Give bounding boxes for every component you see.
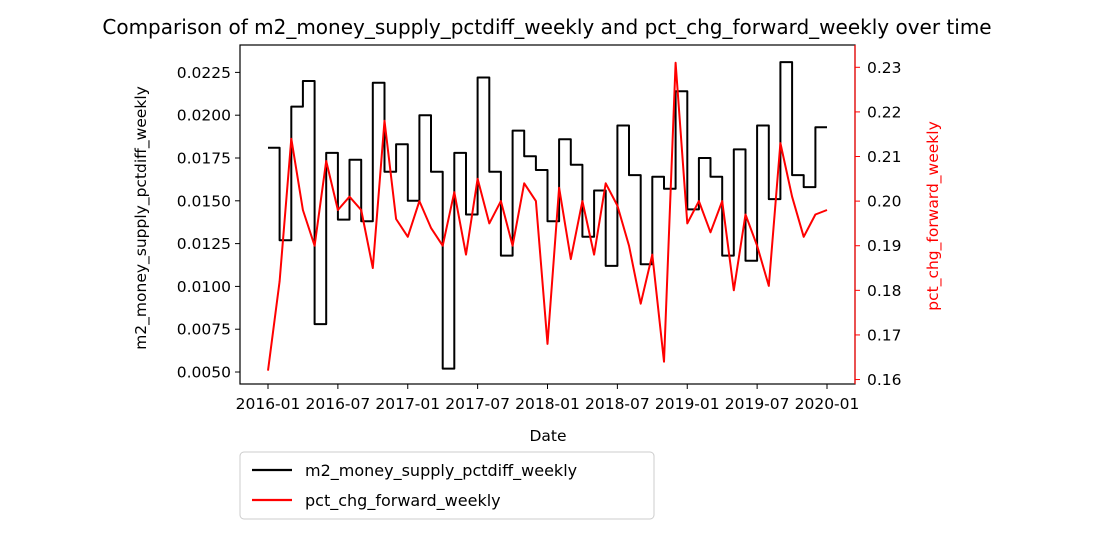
left-y-tick-label: 0.0200 <box>177 107 231 125</box>
x-tick-label: 2017-07 <box>445 395 510 413</box>
m2-series-line <box>268 61 827 370</box>
right-y-tick-label: 0.20 <box>867 193 902 211</box>
left-y-tick-label: 0.0175 <box>177 150 231 168</box>
left-y-axis-label: m2_money_supply_pctdiff_weekly <box>132 86 151 350</box>
x-axis-label: Date <box>529 427 566 445</box>
left-y-tick-label: 0.0075 <box>177 321 231 339</box>
x-tick-label: 2018-07 <box>585 395 650 413</box>
right-y-tick-label: 0.18 <box>867 282 902 300</box>
right-y-tick-label: 0.16 <box>867 371 902 389</box>
left-y-tick-label: 0.0225 <box>177 64 231 82</box>
right-y-tick-label: 0.21 <box>867 148 902 166</box>
chart-title: Comparison of m2_money_supply_pctdiff_we… <box>102 15 991 39</box>
x-tick-label: 2018-01 <box>515 395 580 413</box>
right-y-tick-label: 0.17 <box>867 326 902 344</box>
left-y-tick-label: 0.0125 <box>177 235 231 253</box>
x-tick-label: 2020-01 <box>795 395 860 413</box>
legend-frame <box>239 451 655 520</box>
legend-label-pct: pct_chg_forward_weekly <box>305 491 501 511</box>
x-tick-label: 2019-01 <box>655 395 720 413</box>
x-tick-label: 2017-01 <box>375 395 440 413</box>
right-y-tick-label: 0.19 <box>867 237 902 255</box>
x-tick-label: 2019-07 <box>725 395 790 413</box>
left-y-tick-label: 0.0100 <box>177 278 231 296</box>
pct-chg-series-line <box>267 61 828 371</box>
left-y-tick-label: 0.0150 <box>177 192 231 210</box>
right-y-tick-label: 0.23 <box>867 59 902 77</box>
legend-label-m2: m2_money_supply_pctdiff_weekly <box>305 461 577 481</box>
right-y-tick-label: 0.22 <box>867 103 902 121</box>
left-y-tick-label: 0.0050 <box>177 364 231 382</box>
right-y-axis-label: pct_chg_forward_weekly <box>924 121 943 311</box>
x-tick-label: 2016-07 <box>305 395 370 413</box>
x-tick-label: 2016-01 <box>236 395 301 413</box>
legend: m2_money_supply_pctdiff_weekly pct_chg_f… <box>239 451 655 520</box>
